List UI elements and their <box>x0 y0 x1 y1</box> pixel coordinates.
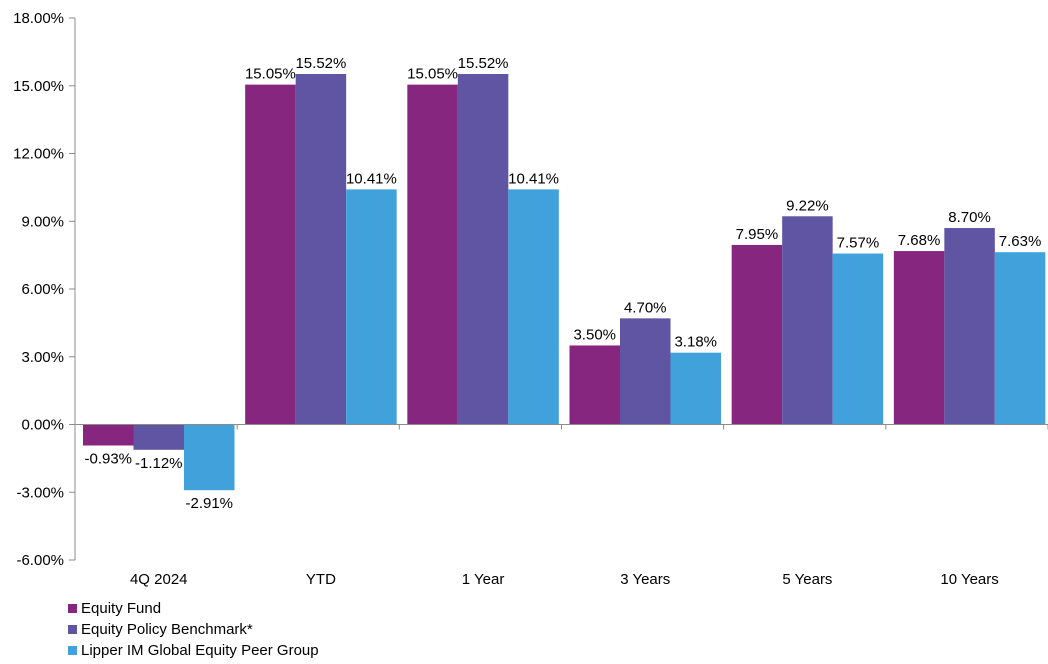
legend-item-equity-fund: Equity Fund <box>68 598 319 619</box>
bar-equity-fund <box>893 251 945 425</box>
data-label: 3.50% <box>573 326 616 343</box>
bar-equity-fund <box>407 84 458 425</box>
data-label: 8.70% <box>948 209 991 226</box>
legend-swatch-peer-group <box>68 646 77 655</box>
bar-peer-group <box>346 189 397 425</box>
bar-benchmark <box>457 74 509 425</box>
data-label: 15.05% <box>407 66 458 83</box>
data-labels: -0.93% -1.12%-2.91%15.05%15.52%10.41%15.0… <box>84 55 1041 512</box>
y-tick-label: -6.00% <box>16 552 64 569</box>
legend-swatch-benchmark <box>68 625 77 634</box>
x-category-label: 4Q 2024 <box>130 571 188 588</box>
data-label: 3.18% <box>674 334 717 351</box>
data-label: 7.63% <box>999 233 1042 250</box>
data-label: -2.91% <box>185 495 233 512</box>
legend-item-benchmark: Equity Policy Benchmark* <box>68 619 319 640</box>
legend-label-benchmark: Equity Policy Benchmark* <box>81 621 253 638</box>
bar-peer-group <box>184 424 235 491</box>
y-tick-label: 12.00% <box>13 146 64 163</box>
y-tick-label: 18.00% <box>13 10 64 27</box>
y-tick-label: 3.00% <box>21 349 64 366</box>
bar-chart: -6.00% -3.00% 0.00% 3.00% 6.00% 9.00% 12.00% 15… <box>13 10 1048 588</box>
legend-label-peer-group: Lipper IM Global Equity Peer Group <box>81 642 319 659</box>
y-tick-label: -3.00% <box>16 484 64 501</box>
data-label: 7.95% <box>736 226 779 243</box>
bar-benchmark <box>133 424 184 450</box>
bar-peer-group <box>832 253 884 425</box>
bar-benchmark <box>944 228 995 425</box>
bar-equity-fund <box>83 424 134 446</box>
bar-peer-group <box>670 352 721 425</box>
data-label: 15.05% <box>245 66 296 83</box>
y-tick-label: 15.00% <box>13 78 64 95</box>
data-label: 7.57% <box>837 235 880 252</box>
bar-benchmark <box>782 216 833 425</box>
x-category-label: 3 Years <box>620 571 670 588</box>
data-label: 10.41% <box>508 170 559 187</box>
bar-benchmark <box>295 74 347 425</box>
y-axis: -6.00% -3.00% 0.00% 3.00% 6.00% 9.00% 12.00% 15… <box>13 10 76 569</box>
data-label: 4.70% <box>624 299 667 316</box>
y-tick-label: 6.00% <box>21 281 64 298</box>
data-label: 7.68% <box>898 232 941 249</box>
bar-peer-group <box>994 252 1046 425</box>
x-category-label: 10 Years <box>940 571 998 588</box>
bar-benchmark <box>620 318 671 425</box>
data-label: -1.12% <box>135 455 183 472</box>
bar-peer-group <box>508 189 559 425</box>
legend: Equity Fund Equity Policy Benchmark* Lip… <box>68 598 319 661</box>
bar-equity-fund <box>569 345 620 425</box>
x-axis: 4Q 2024 YTD 1 Year 3 Years 5 Years 10 Years <box>74 424 1048 588</box>
bars <box>83 74 1046 491</box>
y-tick-label: 9.00% <box>21 213 64 230</box>
data-label: -0.93% <box>84 451 132 468</box>
x-category-label: 1 Year <box>462 571 505 588</box>
x-category-label: YTD <box>306 571 336 588</box>
data-label: 9.22% <box>786 197 829 214</box>
legend-item-peer-group: Lipper IM Global Equity Peer Group <box>68 640 319 661</box>
data-label: 15.52% <box>458 55 509 72</box>
legend-label-equity-fund: Equity Fund <box>81 600 162 617</box>
data-label: 15.52% <box>295 55 346 72</box>
x-category-label: 5 Years <box>782 571 832 588</box>
bar-equity-fund <box>245 84 296 425</box>
y-tick-label: 0.00% <box>21 417 64 434</box>
data-label: 10.41% <box>346 170 397 187</box>
legend-swatch-equity-fund <box>68 604 77 613</box>
bar-equity-fund <box>731 244 783 425</box>
